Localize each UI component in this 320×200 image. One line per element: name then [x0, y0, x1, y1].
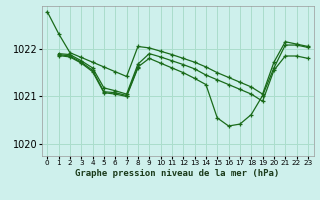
X-axis label: Graphe pression niveau de la mer (hPa): Graphe pression niveau de la mer (hPa) [76, 169, 280, 178]
